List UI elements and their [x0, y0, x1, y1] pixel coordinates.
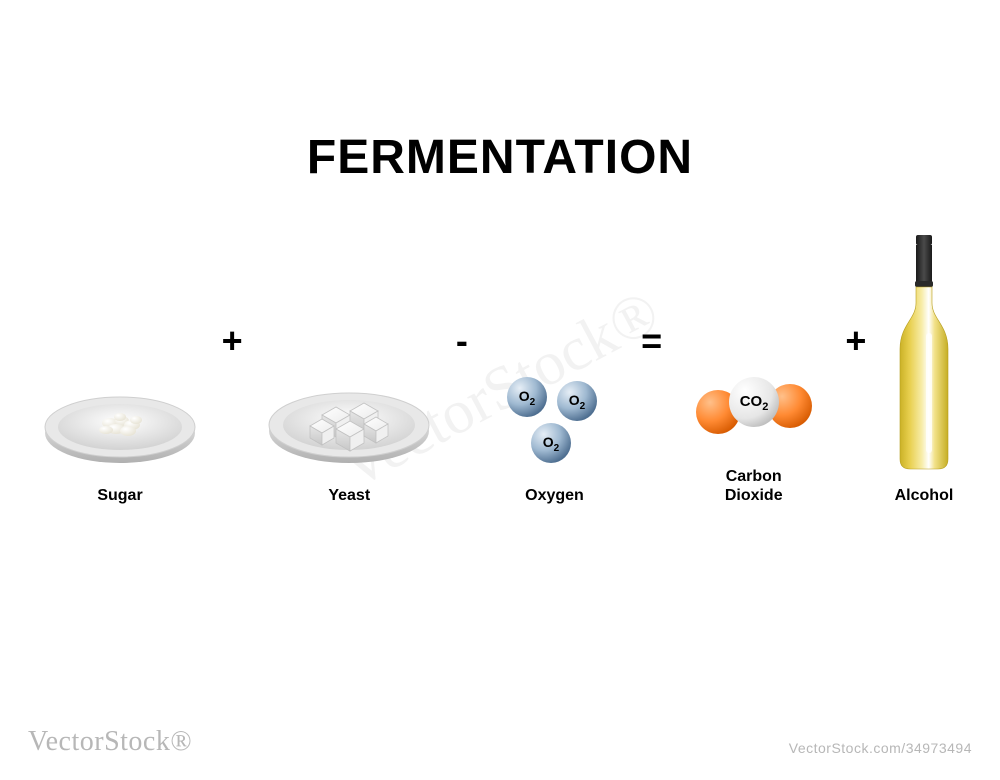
label-co2: Carbon Dioxide [725, 468, 783, 505]
operator-minus: - [450, 320, 474, 362]
item-alcohol: Alcohol [888, 245, 960, 505]
yeast-dish-icon [264, 353, 434, 473]
label-alcohol: Alcohol [895, 487, 954, 505]
label-oxygen: Oxygen [525, 487, 584, 505]
operator-plus-1: + [216, 320, 249, 362]
item-oxygen: O2 O2 O2 Oxygen [489, 245, 619, 505]
oxygen-molecules-icon: O2 O2 O2 [489, 363, 619, 473]
watermark-id: VectorStock.com/34973494 [789, 740, 972, 756]
item-co2: CO2 Carbon Dioxide [684, 245, 824, 505]
label-yeast: Yeast [328, 487, 370, 505]
wine-bottle-icon [888, 233, 960, 473]
operator-plus-2: + [839, 320, 872, 362]
sugar-dish-icon [40, 363, 200, 473]
watermark-brand: VectorStock® [28, 726, 192, 758]
label-sugar: Sugar [97, 487, 142, 505]
item-yeast: Yeast [264, 245, 434, 505]
co2-molecule-icon: CO2 [684, 354, 824, 454]
diagram-title: FERMENTATION [0, 130, 1000, 185]
item-sugar: Sugar [40, 245, 200, 505]
equation-row: Sugar + [40, 245, 960, 505]
operator-equals: = [635, 320, 668, 362]
